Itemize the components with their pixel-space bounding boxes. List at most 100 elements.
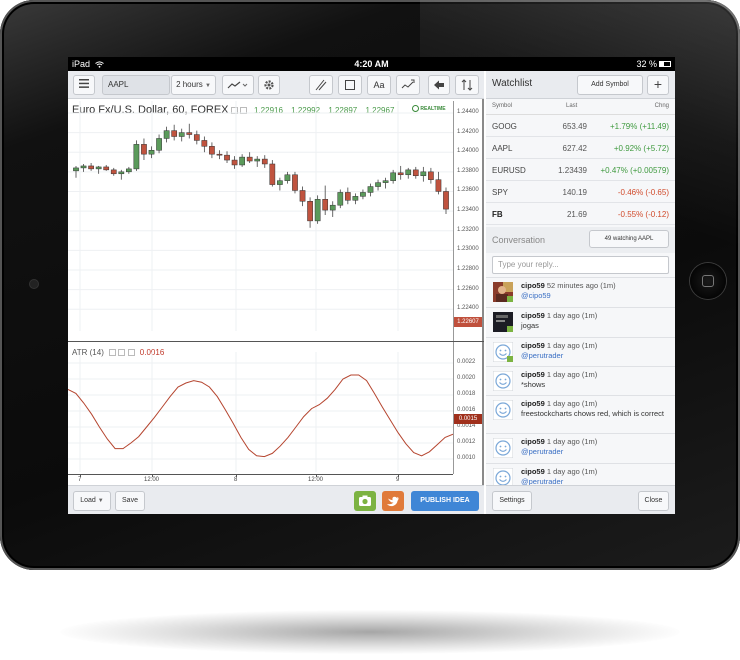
smiley-avatar-icon[interactable] [493, 438, 513, 458]
message-user[interactable]: cipo59 [521, 281, 545, 290]
watchlist-row[interactable]: GOOG 653.49 +1.79% (+11.49) [486, 115, 675, 137]
candle-body [367, 186, 374, 193]
message-user[interactable]: cipo59 [521, 311, 545, 320]
save-button[interactable]: Save [115, 491, 145, 511]
snapshot-button[interactable] [354, 491, 376, 511]
candle-body [322, 199, 329, 211]
candle [103, 164, 110, 171]
watchlist-row[interactable]: FB 21.69 -0.55% (-0.12) [486, 203, 675, 225]
candle [292, 171, 298, 194]
candle [126, 166, 132, 174]
watching-count-button[interactable]: 49 watching AAPL [589, 230, 669, 248]
atr-option-icon[interactable] [127, 349, 135, 356]
candle [443, 187, 449, 215]
atr-line [68, 374, 453, 458]
camera-icon [30, 280, 38, 288]
settings-button[interactable]: Settings [492, 491, 532, 511]
text-tool-button[interactable]: Aa [367, 75, 391, 95]
compare-button[interactable] [455, 75, 479, 95]
message-item: cipo59 1 day ago (1m) freestockcharts cho… [486, 395, 675, 433]
atr-option-icon[interactable] [109, 349, 117, 356]
message-time: 1 day ago (1m) [546, 437, 598, 446]
atr-option-icon[interactable] [118, 349, 126, 356]
candle [344, 187, 351, 205]
message-text[interactable]: @perutrader [521, 351, 564, 360]
message-user[interactable]: cipo59 [521, 370, 545, 379]
candle [254, 156, 261, 167]
candle [193, 130, 200, 145]
smiley-avatar-icon[interactable] [493, 400, 513, 420]
candle [224, 151, 230, 163]
candle-body [133, 144, 140, 170]
load-button[interactable]: Load ▼ [73, 491, 111, 511]
plus-icon[interactable]: + [647, 75, 669, 95]
candle-body [329, 204, 336, 211]
candle-body [141, 144, 147, 155]
message-user[interactable]: cipo59 [521, 341, 545, 350]
message-text[interactable]: @cipo59 [521, 291, 551, 300]
price-tick: 1.22600 [457, 285, 479, 292]
message-item: cipo59 52 minutes ago (1m) @cipo59 [486, 277, 675, 307]
candle-body [314, 199, 321, 222]
smiley-avatar-icon[interactable] [493, 468, 513, 488]
time-tick: 12:00 [308, 477, 324, 483]
candle-body [299, 190, 306, 202]
chart-type-select[interactable] [222, 75, 254, 95]
candle [88, 163, 94, 171]
message-text[interactable]: @perutrader [521, 447, 564, 456]
chevron-down-icon: ▼ [97, 498, 104, 504]
atr-chart[interactable] [68, 352, 453, 472]
message-item: cipo59 1 day ago (1m) *shows [486, 366, 675, 395]
candle-body [261, 158, 268, 165]
message-text: jogas [521, 321, 539, 330]
draw-lines-button[interactable] [309, 75, 333, 95]
candle-body [428, 171, 434, 180]
twitter-button[interactable] [382, 491, 404, 511]
chart-option-icon[interactable] [240, 107, 247, 114]
interval-select[interactable]: 2 hours ▼ [171, 75, 216, 95]
home-button[interactable] [690, 263, 726, 299]
clock-icon [412, 105, 419, 112]
candle [171, 124, 178, 141]
pane-divider[interactable] [68, 341, 484, 342]
settings-gear-button[interactable] [258, 75, 280, 95]
message-user[interactable]: cipo59 [521, 399, 545, 408]
draw-shape-button[interactable] [338, 75, 362, 95]
message-text[interactable]: @perutrader [521, 477, 564, 486]
time-tick-mark [316, 474, 317, 477]
candle-body [254, 158, 261, 162]
candle [118, 169, 125, 180]
publish-idea-button[interactable]: PUBLISH IDEA [411, 491, 479, 511]
message-user[interactable]: cipo59 [521, 437, 545, 446]
price-tick: 1.22800 [457, 265, 479, 272]
candle [141, 138, 147, 161]
price-chart[interactable] [68, 101, 453, 331]
smiley-avatar-icon[interactable] [493, 342, 513, 362]
close-button[interactable]: Close [638, 491, 669, 511]
candle [239, 154, 245, 167]
menu-button[interactable] [73, 75, 95, 95]
message-user[interactable]: cipo59 [521, 467, 545, 476]
smiley-avatar-icon[interactable] [493, 371, 513, 391]
watchlist-row[interactable]: AAPL 627.42 +0.92% (+5.72) [486, 137, 675, 159]
candle-body [110, 169, 117, 175]
candle [73, 165, 79, 178]
price-axis-line [453, 101, 454, 474]
add-symbol-button[interactable]: Add Symbol [577, 75, 643, 95]
time-tick: 9 [396, 477, 400, 483]
undo-button[interactable] [428, 75, 450, 95]
user-photo-avatar[interactable] [493, 312, 513, 332]
message-time: 1 day ago (1m) [546, 341, 598, 350]
symbol-input[interactable]: AAPL [102, 75, 170, 95]
watchlist-row[interactable]: SPY 140.19 -0.46% (-0.65) [486, 181, 675, 203]
camera-icon [359, 495, 371, 506]
watchlist-row[interactable]: EURUSD 1.23439 +0.47% (+0.00579) [486, 159, 675, 181]
ohlc-close: 1.22967 [365, 106, 395, 115]
chart-option-icon[interactable] [231, 107, 238, 114]
candle [352, 193, 359, 205]
candle [420, 166, 427, 182]
user-photo-avatar[interactable] [493, 282, 513, 302]
indicators-button[interactable] [396, 75, 420, 95]
conversation-title: Conversation [492, 235, 546, 245]
reply-input[interactable]: Type your reply... [492, 256, 669, 274]
